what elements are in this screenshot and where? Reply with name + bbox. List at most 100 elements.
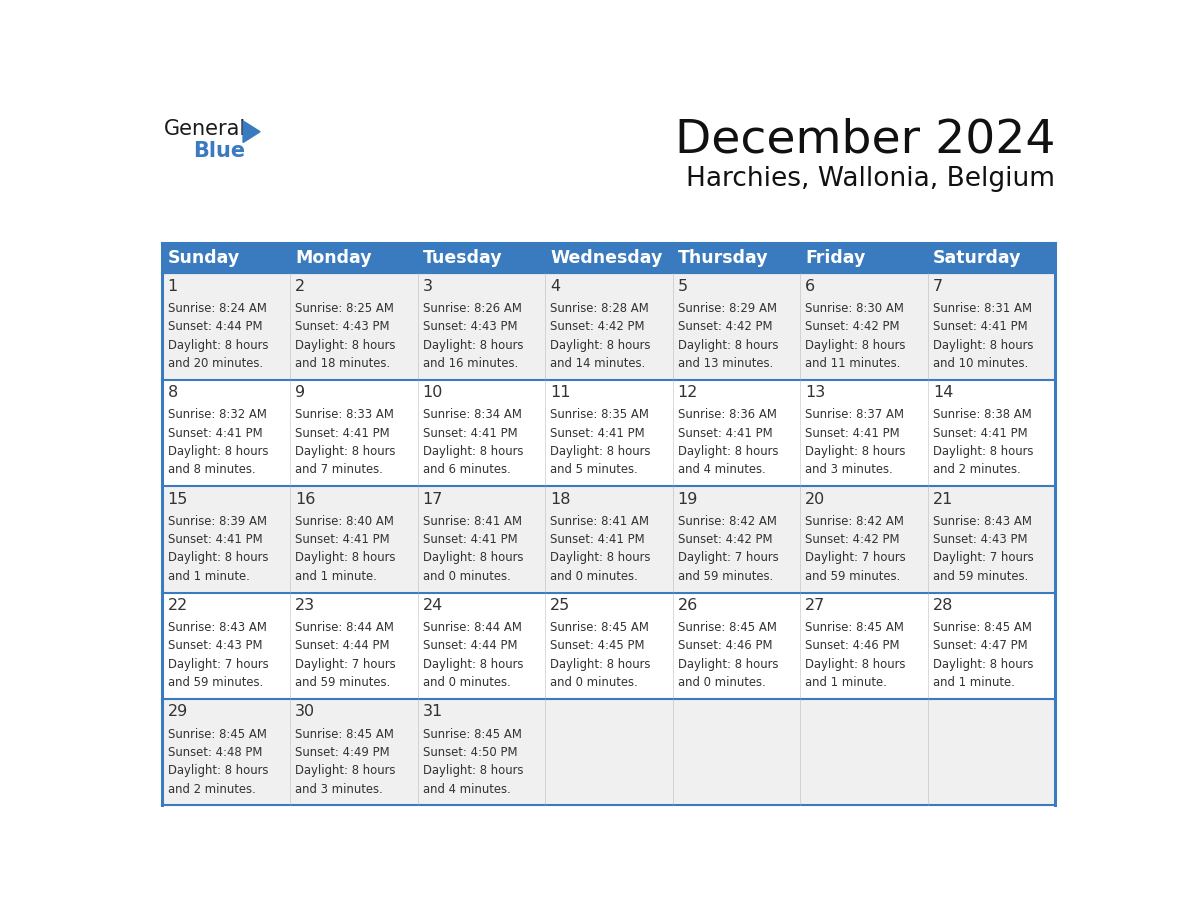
Text: Daylight: 7 hours: Daylight: 7 hours <box>295 658 396 671</box>
Polygon shape <box>244 121 260 142</box>
Text: Sunday: Sunday <box>168 249 240 267</box>
Text: Daylight: 8 hours: Daylight: 8 hours <box>550 552 651 565</box>
Text: Daylight: 8 hours: Daylight: 8 hours <box>295 445 396 458</box>
Text: Sunset: 4:41 PM: Sunset: 4:41 PM <box>295 427 390 440</box>
Text: 29: 29 <box>168 704 188 720</box>
Text: and 0 minutes.: and 0 minutes. <box>423 677 511 689</box>
Text: Sunset: 4:45 PM: Sunset: 4:45 PM <box>550 640 645 653</box>
Text: Sunrise: 8:45 AM: Sunrise: 8:45 AM <box>805 621 904 634</box>
Bar <box>290 242 417 274</box>
Text: and 59 minutes.: and 59 minutes. <box>295 677 391 689</box>
Text: Sunset: 4:43 PM: Sunset: 4:43 PM <box>295 320 390 333</box>
Text: 2: 2 <box>295 279 305 294</box>
Text: Daylight: 8 hours: Daylight: 8 hours <box>168 445 268 458</box>
Text: Daylight: 8 hours: Daylight: 8 hours <box>933 339 1034 352</box>
Text: Sunset: 4:48 PM: Sunset: 4:48 PM <box>168 746 261 759</box>
Text: 30: 30 <box>295 704 315 720</box>
Text: Daylight: 8 hours: Daylight: 8 hours <box>677 339 778 352</box>
Text: and 1 minute.: and 1 minute. <box>933 677 1015 689</box>
Text: Sunrise: 8:45 AM: Sunrise: 8:45 AM <box>295 728 394 741</box>
Text: Sunrise: 8:33 AM: Sunrise: 8:33 AM <box>295 409 394 421</box>
Text: Sunset: 4:41 PM: Sunset: 4:41 PM <box>168 533 263 546</box>
Text: Daylight: 8 hours: Daylight: 8 hours <box>805 658 905 671</box>
Text: 18: 18 <box>550 492 570 507</box>
Bar <box>163 487 1055 593</box>
Text: Sunrise: 8:42 AM: Sunrise: 8:42 AM <box>805 515 904 528</box>
Text: 17: 17 <box>423 492 443 507</box>
Text: Sunrise: 8:38 AM: Sunrise: 8:38 AM <box>933 409 1031 421</box>
Text: Daylight: 8 hours: Daylight: 8 hours <box>550 339 651 352</box>
Text: and 0 minutes.: and 0 minutes. <box>423 570 511 583</box>
Text: Sunset: 4:42 PM: Sunset: 4:42 PM <box>677 533 772 546</box>
Text: Sunrise: 8:44 AM: Sunrise: 8:44 AM <box>423 621 522 634</box>
Text: Sunset: 4:44 PM: Sunset: 4:44 PM <box>423 640 517 653</box>
Text: Daylight: 7 hours: Daylight: 7 hours <box>933 552 1034 565</box>
Text: Daylight: 8 hours: Daylight: 8 hours <box>550 658 651 671</box>
Text: Daylight: 8 hours: Daylight: 8 hours <box>423 765 523 778</box>
Bar <box>801 242 928 274</box>
Text: 22: 22 <box>168 598 188 613</box>
Text: Sunset: 4:42 PM: Sunset: 4:42 PM <box>805 320 899 333</box>
Text: Sunset: 4:42 PM: Sunset: 4:42 PM <box>550 320 645 333</box>
Text: December 2024: December 2024 <box>675 118 1055 162</box>
Text: and 3 minutes.: and 3 minutes. <box>295 782 383 796</box>
Text: 5: 5 <box>677 279 688 294</box>
Text: General: General <box>164 119 246 140</box>
Text: Daylight: 7 hours: Daylight: 7 hours <box>805 552 906 565</box>
Text: Sunrise: 8:24 AM: Sunrise: 8:24 AM <box>168 302 266 315</box>
Text: 3: 3 <box>423 279 432 294</box>
Text: Sunrise: 8:44 AM: Sunrise: 8:44 AM <box>295 621 394 634</box>
Text: 28: 28 <box>933 598 953 613</box>
Text: and 5 minutes.: and 5 minutes. <box>550 464 638 476</box>
Text: Daylight: 8 hours: Daylight: 8 hours <box>423 445 523 458</box>
Text: Wednesday: Wednesday <box>550 249 663 267</box>
Text: Sunrise: 8:25 AM: Sunrise: 8:25 AM <box>295 302 394 315</box>
Text: Daylight: 8 hours: Daylight: 8 hours <box>295 552 396 565</box>
Text: Sunset: 4:44 PM: Sunset: 4:44 PM <box>168 320 263 333</box>
Text: Sunset: 4:41 PM: Sunset: 4:41 PM <box>423 533 517 546</box>
Text: Daylight: 7 hours: Daylight: 7 hours <box>677 552 778 565</box>
Text: and 59 minutes.: and 59 minutes. <box>805 570 901 583</box>
Text: 12: 12 <box>677 386 699 400</box>
Text: Sunrise: 8:32 AM: Sunrise: 8:32 AM <box>168 409 266 421</box>
Text: Sunset: 4:44 PM: Sunset: 4:44 PM <box>295 640 390 653</box>
Text: 10: 10 <box>423 386 443 400</box>
Text: Daylight: 8 hours: Daylight: 8 hours <box>423 552 523 565</box>
Text: and 0 minutes.: and 0 minutes. <box>550 677 638 689</box>
Text: and 3 minutes.: and 3 minutes. <box>805 464 893 476</box>
Bar <box>163 242 290 274</box>
Text: Daylight: 8 hours: Daylight: 8 hours <box>168 339 268 352</box>
Text: Sunset: 4:43 PM: Sunset: 4:43 PM <box>423 320 517 333</box>
Text: Sunrise: 8:45 AM: Sunrise: 8:45 AM <box>550 621 649 634</box>
Text: and 59 minutes.: and 59 minutes. <box>677 570 773 583</box>
Text: Sunrise: 8:31 AM: Sunrise: 8:31 AM <box>933 302 1032 315</box>
Text: Sunset: 4:41 PM: Sunset: 4:41 PM <box>295 533 390 546</box>
Bar <box>928 242 1055 274</box>
Text: 4: 4 <box>550 279 561 294</box>
Text: 16: 16 <box>295 492 316 507</box>
Text: Daylight: 8 hours: Daylight: 8 hours <box>550 445 651 458</box>
Text: Sunset: 4:41 PM: Sunset: 4:41 PM <box>933 427 1028 440</box>
Text: 26: 26 <box>677 598 699 613</box>
Text: and 6 minutes.: and 6 minutes. <box>423 464 511 476</box>
Text: Sunset: 4:41 PM: Sunset: 4:41 PM <box>677 427 772 440</box>
Text: Sunrise: 8:45 AM: Sunrise: 8:45 AM <box>168 728 266 741</box>
Text: Sunset: 4:49 PM: Sunset: 4:49 PM <box>295 746 390 759</box>
Text: and 1 minute.: and 1 minute. <box>168 570 249 583</box>
Text: and 4 minutes.: and 4 minutes. <box>423 782 511 796</box>
Text: Sunset: 4:43 PM: Sunset: 4:43 PM <box>933 533 1028 546</box>
Text: 6: 6 <box>805 279 815 294</box>
Text: Sunrise: 8:40 AM: Sunrise: 8:40 AM <box>295 515 394 528</box>
Text: Sunset: 4:41 PM: Sunset: 4:41 PM <box>550 533 645 546</box>
Text: Sunrise: 8:43 AM: Sunrise: 8:43 AM <box>168 621 266 634</box>
Text: Sunset: 4:41 PM: Sunset: 4:41 PM <box>168 427 263 440</box>
Text: Sunset: 4:41 PM: Sunset: 4:41 PM <box>805 427 899 440</box>
Text: Daylight: 8 hours: Daylight: 8 hours <box>423 339 523 352</box>
Text: Sunset: 4:46 PM: Sunset: 4:46 PM <box>677 640 772 653</box>
Bar <box>163 274 1055 380</box>
Text: Sunset: 4:41 PM: Sunset: 4:41 PM <box>550 427 645 440</box>
Text: Sunrise: 8:34 AM: Sunrise: 8:34 AM <box>423 409 522 421</box>
Text: 27: 27 <box>805 598 826 613</box>
Bar <box>163 699 1055 805</box>
Text: Daylight: 8 hours: Daylight: 8 hours <box>677 445 778 458</box>
